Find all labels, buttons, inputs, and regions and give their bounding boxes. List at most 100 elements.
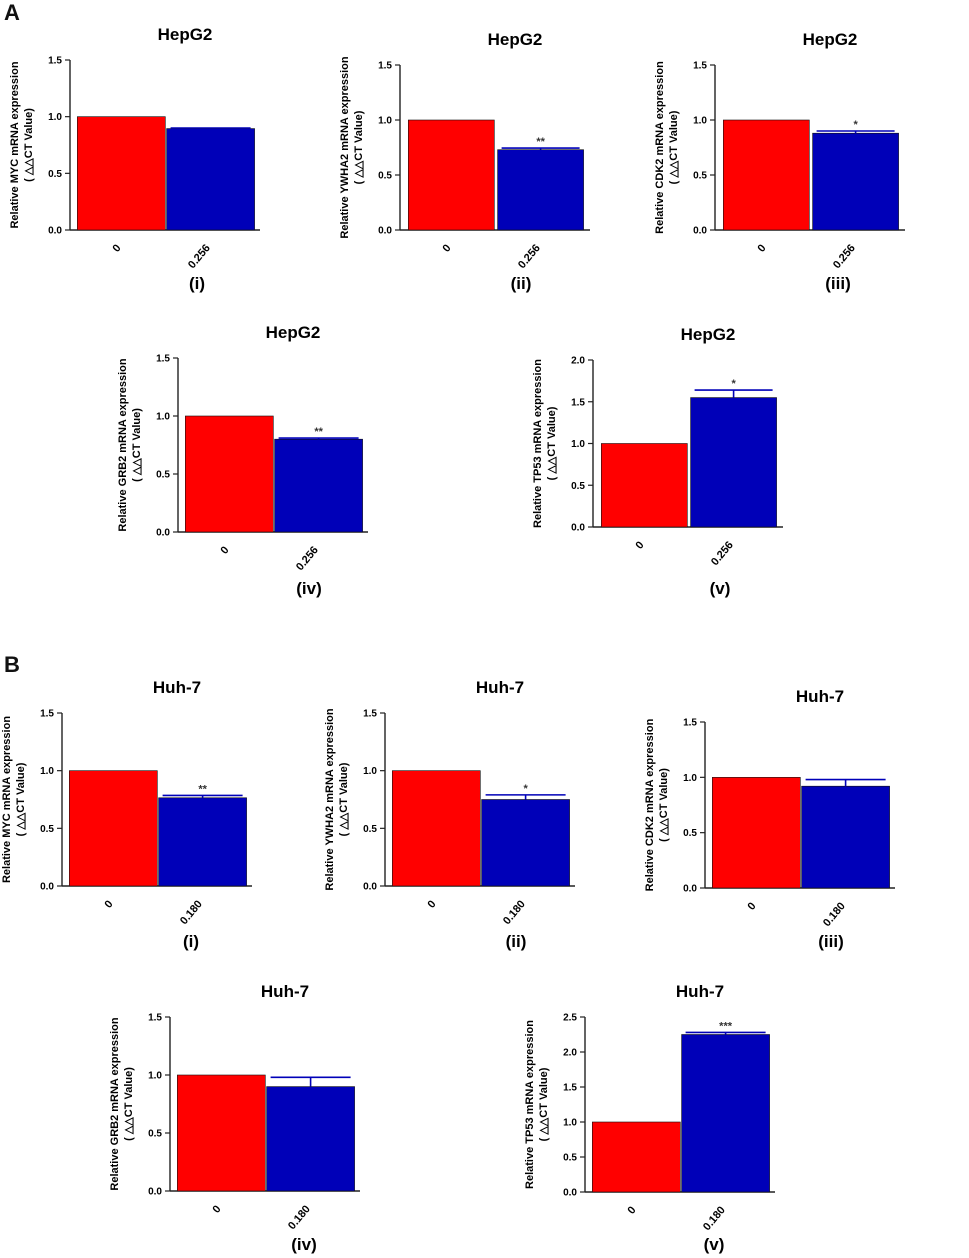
- chart-title: Huh-7: [153, 678, 201, 697]
- chart-10: Huh-7 0.0 0.5 1.0 1.5 2.0 2.5 Relative TP53 mRN…: [524, 982, 775, 1254]
- significance-label: ***: [719, 1020, 733, 1032]
- y-tick-label: 0.0: [683, 884, 697, 895]
- y-tick-label: 0.5: [378, 171, 392, 182]
- bar-control: [69, 770, 158, 887]
- y-tick-label: 0.5: [40, 824, 54, 835]
- chart-sublabel: (iii): [818, 932, 844, 951]
- chart-sublabel: (iv): [296, 579, 322, 598]
- y-axis-label-unit: ( △△CT Value): [338, 762, 350, 836]
- y-tick-label: 1.0: [683, 773, 697, 784]
- chart-3: HepG2 0.0 0.5 1.0 1.5 Relative CDK2 mRNA expr…: [654, 30, 905, 293]
- y-tick-label: 1.5: [683, 718, 697, 729]
- y-axis-label-unit: ( △△CT Value): [538, 1067, 550, 1141]
- x-tick-label: 0: [102, 898, 115, 910]
- significance-label: **: [314, 426, 323, 438]
- y-tick-label: 0.5: [693, 171, 707, 182]
- y-axis-label-unit: ( △△CT Value): [353, 110, 365, 184]
- y-tick-label: 0.0: [148, 1187, 162, 1198]
- y-tick-label: 1.5: [48, 56, 62, 67]
- chart-title: HepG2: [266, 323, 321, 342]
- chart-sublabel: (iii): [825, 274, 851, 293]
- chart-5: HepG2 0.0 0.5 1.0 1.5 2.0 Relative TP53 mRNA e…: [532, 325, 783, 598]
- y-axis-label: Relative GRB2 mRNA expression: [109, 1017, 121, 1190]
- y-tick-label: 1.0: [48, 112, 62, 123]
- chart-title: Huh-7: [796, 687, 844, 706]
- significance-label: *: [731, 378, 736, 390]
- y-axis-label-unit: ( △△CT Value): [668, 110, 680, 184]
- chart-title: HepG2: [158, 25, 213, 44]
- chart-7: Huh-7 0.0 0.5 1.0 1.5 Relative YWHA2 mRNA exp…: [324, 678, 575, 951]
- x-tick-label: 0.180: [821, 900, 848, 929]
- bar-control: [722, 119, 810, 231]
- bar-control: [591, 1121, 681, 1193]
- y-axis-label: Relative YWHA2 mRNA expression: [339, 56, 351, 238]
- x-tick-label: 0: [755, 242, 768, 254]
- y-tick-label: 0.5: [563, 1153, 577, 1164]
- y-tick-label: 0.0: [378, 226, 392, 237]
- x-tick-label: 0.256: [831, 242, 858, 271]
- x-tick-label: 0.256: [186, 242, 213, 271]
- y-tick-label: 1.0: [40, 766, 54, 777]
- bar-control: [407, 119, 495, 231]
- significance-label: *: [853, 119, 858, 131]
- bar-treated: [166, 128, 255, 231]
- x-tick-label: 0: [625, 1204, 638, 1216]
- bar-treated: [801, 785, 890, 889]
- chart-title: Huh-7: [261, 982, 309, 1001]
- bar-treated: [690, 397, 777, 528]
- y-axis-label: Relative TP53 mRNA expression: [532, 359, 544, 528]
- y-axis-label: Relative TP53 mRNA expression: [524, 1020, 536, 1189]
- y-tick-label: 2.0: [571, 356, 585, 367]
- y-axis-label-unit: ( △△CT Value): [15, 762, 27, 836]
- x-tick-label: 0.180: [178, 898, 205, 927]
- y-axis-label: Relative YWHA2 mRNA expression: [324, 708, 336, 890]
- y-tick-label: 0.5: [363, 824, 377, 835]
- bar-treated: [497, 149, 584, 231]
- y-tick-label: 1.0: [693, 116, 707, 127]
- y-tick-label: 0.0: [363, 882, 377, 893]
- y-tick-label: 0.0: [48, 226, 62, 237]
- chart-8: Huh-7 0.0 0.5 1.0 1.5 Relative CDK2 mRNA expr…: [644, 687, 895, 951]
- y-axis-label-unit: ( △△CT Value): [23, 108, 35, 182]
- chart-1: HepG2 0.0 0.5 1.0 1.5 Relative MYC mRNA expre…: [9, 25, 260, 293]
- y-axis-label: Relative GRB2 mRNA expression: [117, 358, 129, 531]
- chart-title: Huh-7: [476, 678, 524, 697]
- significance-label: *: [523, 783, 528, 795]
- chart-sublabel: (ii): [511, 274, 532, 293]
- chart-sublabel: (i): [183, 932, 199, 951]
- y-tick-label: 0.0: [563, 1188, 577, 1199]
- x-tick-label: 0.256: [516, 242, 543, 271]
- bar-treated: [481, 799, 570, 887]
- chart-title: HepG2: [803, 30, 858, 49]
- x-tick-label: 0: [210, 1203, 223, 1215]
- y-tick-label: 1.5: [156, 354, 170, 365]
- chart-sublabel: (i): [189, 274, 205, 293]
- bar-treated: [274, 438, 363, 533]
- bar-treated: [681, 1034, 770, 1193]
- bar-treated: [266, 1086, 355, 1192]
- chart-sublabel: (v): [710, 579, 731, 598]
- y-axis-label-unit: ( △△CT Value): [658, 768, 670, 842]
- chart-sublabel: (v): [704, 1235, 725, 1254]
- x-tick-label: 0: [425, 898, 438, 910]
- y-axis-label: Relative CDK2 mRNA expression: [654, 61, 666, 234]
- y-tick-label: 2.0: [563, 1048, 577, 1059]
- bar-control: [600, 443, 688, 528]
- y-tick-label: 1.0: [571, 439, 585, 450]
- y-tick-label: 1.5: [571, 397, 585, 408]
- bar-control: [185, 415, 274, 533]
- y-tick-label: 0.0: [693, 226, 707, 237]
- chart-title: HepG2: [488, 30, 543, 49]
- y-axis-label: Relative MYC mRNA expression: [1, 716, 13, 883]
- x-tick-label: 0: [633, 539, 646, 551]
- y-tick-label: 1.5: [40, 709, 54, 720]
- x-tick-label: 0: [440, 242, 453, 254]
- y-tick-label: 1.0: [156, 412, 170, 423]
- y-tick-label: 1.0: [363, 766, 377, 777]
- panel-letter-b: B: [4, 652, 20, 677]
- significance-label: **: [198, 783, 207, 795]
- y-tick-label: 1.0: [563, 1118, 577, 1129]
- significance-label: **: [536, 136, 545, 148]
- bar-control: [391, 770, 481, 887]
